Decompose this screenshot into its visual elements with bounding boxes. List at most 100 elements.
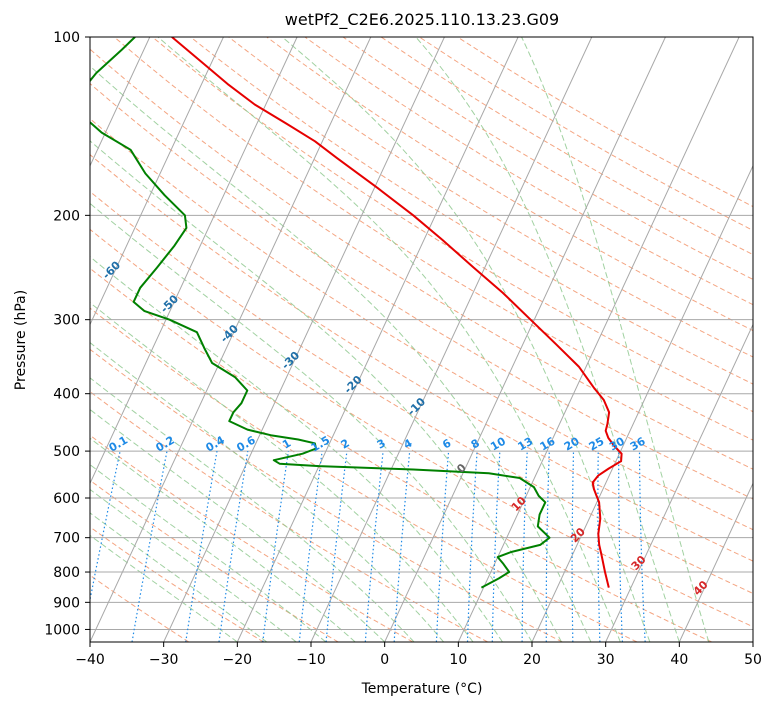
dry-adiabat (90, 154, 753, 562)
y-tick-label: 200 (53, 208, 80, 224)
x-axis-title: Temperature (°C) (361, 681, 483, 697)
axes: −40 −30 −20 −10 0 10 20 30 40 50 100 200 300 400 500 60… (44, 30, 762, 668)
x-tick-label: −40 (75, 652, 105, 668)
isotherm (236, 37, 519, 642)
temperature-line (171, 37, 623, 588)
y-tick-label: 500 (53, 444, 80, 460)
moist-adiabat (415, 37, 680, 642)
chart-title: wetPf2_C2E6.2025.110.13.23.G09 (285, 10, 559, 30)
mixing-ratio-line (90, 450, 121, 603)
isotherm-label: -60 (100, 258, 123, 281)
isotherm (0, 37, 2, 642)
moist-adiabat (90, 202, 533, 642)
moist-adiabat (90, 256, 503, 642)
dry-adiabat (90, 391, 488, 642)
moist-adiabat (90, 140, 562, 642)
dry-adiabat (90, 48, 753, 470)
y-tick-label: 300 (53, 313, 80, 329)
dry-adiabat (113, 37, 753, 441)
dry-adiabat (380, 37, 753, 256)
moist-adiabat (521, 37, 710, 642)
moist-adiabat (281, 37, 651, 642)
mixing-ratio-line (325, 451, 348, 642)
mixing-ratio-line (131, 450, 168, 642)
x-tick-label: 30 (597, 652, 615, 668)
plot-frame (89, 36, 754, 643)
mixing-ratio-line (364, 451, 384, 642)
dry-adiabat (151, 37, 753, 413)
moist-adiabat (90, 377, 415, 642)
mixing-ratio-line (218, 451, 249, 642)
isotherm (163, 37, 445, 642)
moist-adiabat (157, 37, 621, 642)
moist-adiabat (90, 408, 386, 642)
y-tick-label: 600 (53, 491, 80, 507)
dry-adiabat (228, 37, 753, 358)
isotherm (605, 323, 753, 642)
dry-adiabat (266, 37, 753, 332)
mixing-ratio-line (298, 451, 323, 642)
y-tick-label: 400 (53, 387, 80, 403)
moist-adiabat (90, 534, 238, 642)
isotherm-label: -40 (218, 322, 241, 345)
isotherm (310, 37, 593, 642)
mixing-ratio-line (491, 451, 501, 642)
mixing-ratio-line (435, 451, 450, 642)
moist-adiabat (90, 65, 592, 642)
dry-adiabat (90, 434, 414, 642)
x-tick-label: −30 (149, 652, 179, 668)
x-tick-label: 40 (670, 652, 688, 668)
x-tick-label: 10 (449, 652, 467, 668)
dry-adiabat (304, 37, 753, 306)
dry-adiabat (90, 267, 712, 642)
dry-adiabat (90, 574, 190, 642)
isotherm-label: -20 (342, 373, 365, 396)
dry-adiabat (90, 228, 753, 628)
isotherm (90, 37, 151, 167)
mixing-ratio-line (466, 451, 478, 642)
isotherm (678, 482, 753, 642)
y-tick-label: 1000 (44, 622, 80, 638)
isotherm (0, 37, 76, 642)
isotherm-label: -10 (405, 395, 428, 418)
y-tick-label: 900 (53, 595, 80, 611)
isotherm (752, 640, 753, 642)
mixing-ratio-label: 4 (401, 436, 414, 451)
isotherm-label: -50 (158, 292, 181, 315)
moist-adiabat (90, 464, 327, 642)
isotherm (531, 164, 753, 642)
mixing-ratio-label: 3 (375, 437, 388, 452)
x-tick-label: 20 (523, 652, 541, 668)
mixing-ratio-line (571, 451, 575, 642)
dry-adiabat (90, 190, 753, 595)
mixing-ratio-line (185, 450, 218, 642)
mixing-ratio-line (545, 451, 550, 642)
background-lines (0, 37, 753, 642)
moist-adiabat (90, 437, 356, 642)
mixing-ratio-line (393, 451, 411, 642)
isotherm (90, 37, 298, 485)
dewpoint-line (90, 37, 551, 589)
y-tick-label: 700 (53, 531, 80, 547)
dry-adiabat (90, 348, 563, 642)
isotherm (384, 37, 666, 642)
dry-adiabat (190, 37, 753, 385)
x-tick-label: −20 (223, 652, 253, 668)
moist-adiabat (90, 341, 444, 642)
y-tick-label: 800 (53, 565, 80, 581)
y-axis-title: Pressure (hPa) (13, 290, 29, 390)
mixing-ratio-line (262, 451, 289, 642)
isotherm-label: -30 (279, 349, 302, 372)
x-tick-label: 0 (380, 652, 389, 668)
mixing-ratio-line (638, 451, 646, 642)
y-tick-label: 100 (53, 30, 80, 46)
isotherm-label: -80 (0, 174, 15, 197)
isotherm (90, 37, 372, 642)
dry-adiabat (90, 479, 339, 642)
x-tick-label: −10 (296, 652, 326, 668)
dry-adiabat (90, 118, 753, 531)
isotherm (457, 37, 740, 642)
sounding-profiles (90, 37, 623, 589)
x-tick-label: 50 (744, 652, 762, 668)
